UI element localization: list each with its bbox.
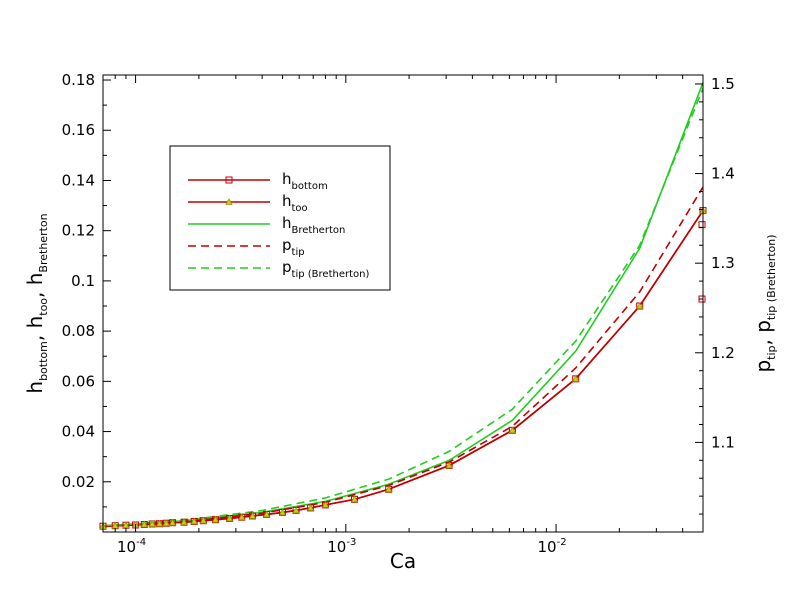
y-tick-label-left: 0.18 — [62, 71, 95, 89]
point-marker — [225, 514, 234, 522]
point-marker — [572, 374, 580, 382]
point-marker — [636, 302, 644, 309]
point-marker — [190, 517, 198, 525]
point-marker — [508, 426, 517, 434]
point-marker — [262, 510, 271, 518]
x-axis-label: Ca — [390, 549, 416, 573]
legend-marker — [225, 198, 233, 205]
y-tick-label-left: 0.06 — [62, 372, 95, 390]
y-tick-label-right: 1.2 — [711, 344, 735, 362]
legend-marker — [225, 176, 233, 184]
y-tick-label-left: 0.04 — [62, 423, 95, 441]
x-tick-label: 10-3 — [327, 537, 356, 556]
y-tick-label-right: 1.5 — [711, 75, 735, 93]
legend-entry-4: ptip (Bretherton) — [282, 258, 369, 280]
x-tick-label: 10-4 — [117, 537, 146, 556]
axis-ticks: 10-4 10-3 10-2 0.02 0.04 0.06 0.08 0.1 0.12 0.14 0… — [62, 71, 735, 556]
legend-entry-1: htoo — [282, 192, 308, 214]
point-marker — [385, 485, 393, 493]
point-marker — [168, 518, 177, 526]
point-marker — [162, 519, 170, 527]
y-tick-label-left: 0.1 — [71, 272, 95, 290]
point-marker — [148, 520, 156, 527]
point-marker — [199, 516, 207, 524]
legend-box — [169, 145, 391, 291]
point-marker — [445, 461, 453, 469]
y-tick-label-left: 0.16 — [62, 121, 95, 139]
series-line-3 — [103, 186, 703, 528]
point-marker — [292, 506, 300, 514]
legend-entry-3: ptip — [282, 236, 305, 258]
point-marker — [140, 520, 148, 528]
point-marker — [155, 519, 164, 527]
data-series — [103, 82, 703, 528]
legend-entry-0: hbottom — [282, 170, 328, 192]
legend-entry-2: hBretherton — [282, 214, 345, 236]
y-tick-label-right: 1.3 — [711, 254, 735, 272]
y-tick-label-right: 1.1 — [711, 433, 735, 451]
y-axis-label-left: hbottom, htoo, hBretherton — [23, 213, 50, 393]
point-marker — [211, 515, 220, 523]
y-tick-label-right: 1.4 — [711, 165, 735, 183]
point-marker — [248, 512, 257, 519]
point-marker — [306, 504, 315, 511]
y-axis-label-right: ptip, ptip (Bretherton) — [751, 234, 778, 372]
x-tick-label: 10-2 — [538, 537, 567, 556]
point-marker — [122, 521, 130, 529]
series-line-2 — [103, 82, 703, 527]
y-tick-label-left: 0.02 — [62, 473, 95, 491]
point-marker — [180, 518, 188, 526]
y-tick-label-left: 0.08 — [62, 322, 95, 340]
point-marker — [278, 508, 287, 516]
point-marker — [238, 513, 246, 521]
point-marker — [321, 501, 330, 508]
point-marker — [698, 221, 706, 229]
plot-frame — [102, 74, 704, 533]
y-tick-label-left: 0.14 — [62, 171, 95, 189]
point-marker — [350, 495, 359, 503]
y-tick-label-left: 0.12 — [62, 222, 95, 240]
series-line-4 — [103, 88, 703, 527]
